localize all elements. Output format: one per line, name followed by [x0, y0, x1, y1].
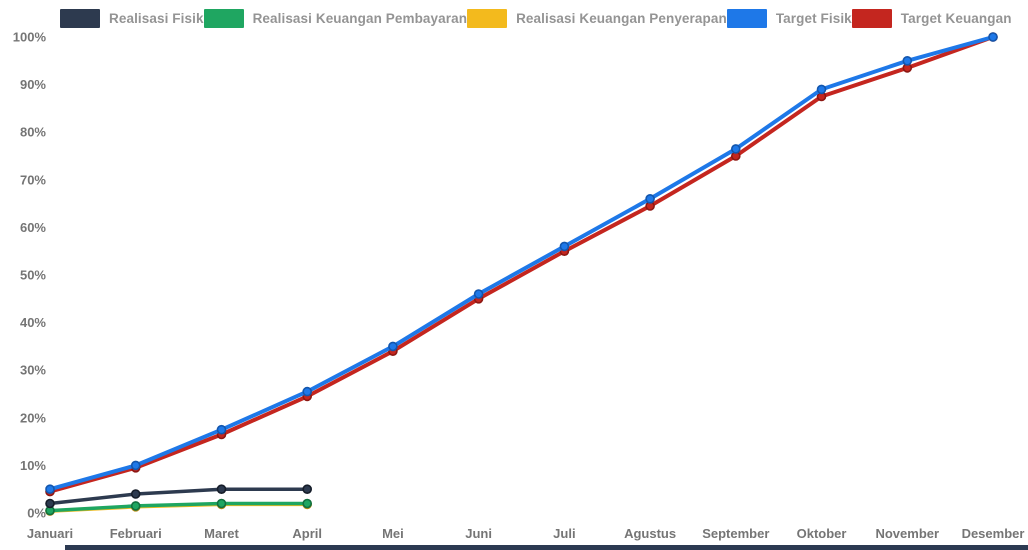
x-axis-label-april: April [292, 526, 322, 541]
data-point-target-fisik[interactable] [302, 386, 313, 397]
data-point-target-fisik[interactable] [216, 424, 227, 435]
y-axis-tick: 10% [20, 458, 46, 473]
data-point-target-fisik[interactable] [388, 341, 398, 352]
legend-swatch-target-keuangan [851, 8, 892, 28]
series-line-realisasi-fisik [48, 487, 309, 506]
legend-item-target-keuangan[interactable]: Target Keuangan [851, 8, 1012, 28]
x-axis-label-juni: Juni [465, 526, 492, 541]
chart-legend: Realisasi Fisik Realisasi Keuangan Pembay… [60, 6, 1011, 30]
series-line-realisasi-keuangan-pembayaran [48, 501, 309, 513]
x-axis-label-maret: Maret [204, 526, 239, 541]
data-point-target-fisik[interactable] [730, 144, 741, 154]
legend-label-target-fisik: Target Fisik [775, 10, 852, 26]
x-axis-label-oktober: Oktober [797, 526, 847, 541]
legend-label-realisasi-keuangan-penyerapan: Realisasi Keuangan Penyerapan [516, 10, 727, 26]
series-line-target-fisik [48, 35, 995, 492]
x-axis-label-desember: Desember [962, 526, 1025, 541]
x-axis-label-september: September [702, 526, 769, 541]
y-axis-tick: 20% [20, 410, 46, 425]
x-axis-label-november: November [875, 526, 939, 541]
data-point-target-fisik[interactable] [902, 55, 913, 66]
legend-label-realisasi-fisik: Realisasi Fisik [109, 10, 204, 26]
data-point-target-fisik[interactable] [130, 460, 141, 471]
y-axis-tick: 70% [20, 172, 46, 187]
data-point-target-fisik[interactable] [816, 84, 827, 95]
data-point-realisasi-keuangan-pembayaran[interactable] [302, 498, 313, 509]
data-point-realisasi-keuangan-pembayaran[interactable] [130, 501, 141, 511]
series-line-target-keuangan [48, 35, 995, 494]
legend-item-target-fisik[interactable]: Target Fisik [726, 8, 852, 28]
legend-item-realisasi-fisik[interactable]: Realisasi Fisik [60, 8, 204, 28]
y-axis-tick: 0% [27, 506, 46, 521]
data-point-realisasi-fisik[interactable] [302, 484, 313, 495]
data-point-target-fisik[interactable] [559, 241, 570, 252]
data-point-realisasi-fisik[interactable] [216, 484, 227, 495]
legend-item-realisasi-keuangan-penyerapan[interactable]: Realisasi Keuangan Penyerapan [467, 8, 727, 28]
legend-swatch-realisasi-keuangan-penyerapan [467, 8, 508, 28]
data-point-realisasi-fisik[interactable] [130, 489, 141, 499]
x-axis-label-februari: Februari [110, 526, 162, 541]
y-axis-tick: 30% [20, 363, 46, 378]
x-axis-label-juli: Juli [553, 526, 575, 541]
legend-item-realisasi-keuangan-pembayaran[interactable]: Realisasi Keuangan Pembayaran [203, 8, 468, 28]
data-point-target-fisik[interactable] [45, 484, 55, 495]
y-axis-tick: 90% [20, 77, 46, 92]
x-axis-label-januari: Januari [27, 526, 73, 541]
bottom-bar [65, 545, 1028, 550]
legend-swatch-target-fisik [726, 8, 767, 28]
y-axis-tick: 80% [20, 125, 46, 140]
data-point-target-fisik[interactable] [988, 32, 998, 42]
data-point-realisasi-fisik[interactable] [45, 498, 55, 509]
legend-label-target-keuangan: Target Keuangan [900, 10, 1012, 26]
data-point-target-fisik[interactable] [473, 289, 484, 299]
x-axis-label-agustus: Agustus [624, 526, 676, 541]
data-point-realisasi-keuangan-pembayaran[interactable] [216, 498, 227, 509]
data-point-target-fisik[interactable] [645, 194, 655, 204]
x-axis-label-mei: Mei [382, 526, 404, 541]
legend-swatch-realisasi-fisik [60, 8, 100, 28]
y-axis-tick: 60% [20, 220, 46, 235]
y-axis-tick: 40% [20, 315, 46, 330]
y-axis-tick: 100% [13, 30, 47, 45]
legend-label-realisasi-keuangan-pembayaran: Realisasi Keuangan Pembayaran [252, 10, 468, 26]
legend-swatch-realisasi-keuangan-pembayaran [203, 8, 244, 28]
y-axis-tick: 50% [20, 268, 46, 283]
